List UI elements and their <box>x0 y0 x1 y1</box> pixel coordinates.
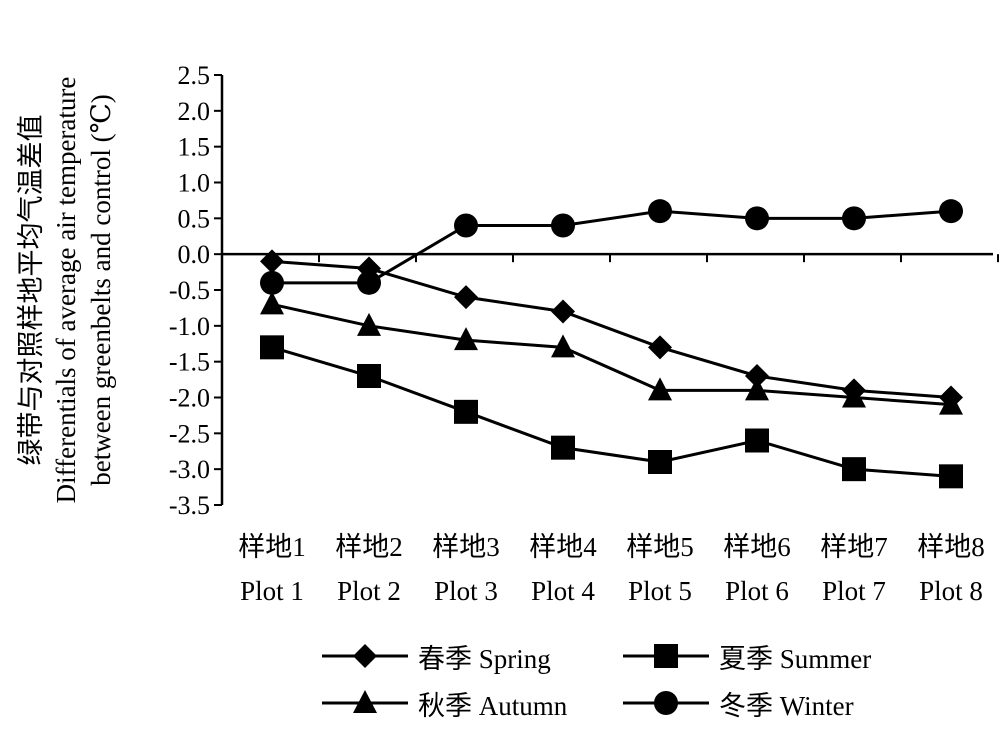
x-category-label-cn: 样地1 <box>238 532 306 562</box>
x-category-label-cn: 样地5 <box>626 532 694 562</box>
y-tick-label: -2.0 <box>169 384 210 413</box>
data-point-circle <box>939 199 963 224</box>
data-point-square <box>648 450 672 474</box>
x-category-label-en: Plot 4 <box>531 576 595 606</box>
y-tick-label: 0.0 <box>178 240 211 269</box>
data-point-triangle <box>745 377 769 401</box>
x-category-label-cn: 样地8 <box>917 532 985 562</box>
data-point-triangle <box>842 384 866 408</box>
data-point-circle <box>551 213 575 238</box>
y-axis-title-en-line2: between greenbelts and control (℃) <box>86 94 116 486</box>
x-category-label-cn: 样地7 <box>820 532 888 562</box>
legend-marker-circle <box>654 691 678 715</box>
x-axis-categories: 样地1 Plot 1 样地2 Plot 2 样地3 Plot 3 样地4 Plot 4 样地5 P… <box>221 254 999 606</box>
data-point-square <box>745 428 769 453</box>
y-tick-label: 1.5 <box>178 133 211 162</box>
data-point-circle <box>454 213 478 238</box>
series-line-triangle <box>271 302 952 407</box>
legend-label: 夏季 Summer <box>719 644 871 674</box>
y-tick-label: -1.0 <box>169 312 210 341</box>
y-tick-label: 2.5 <box>178 61 211 90</box>
x-category-label-en: Plot 5 <box>628 576 692 606</box>
data-point-triangle <box>260 291 284 315</box>
legend-marker-triangle <box>353 690 377 713</box>
data-point-triangle <box>357 312 381 336</box>
legend-label: 秋季 Autumn <box>418 691 568 721</box>
x-category-label-en: Plot 2 <box>337 576 401 606</box>
x-category-label-en: Plot 3 <box>434 576 498 606</box>
x-category-label-cn: 样地4 <box>529 532 597 562</box>
y-tick-label: -3.0 <box>169 455 210 484</box>
y-tick-label: -0.5 <box>169 276 210 305</box>
y-tick-label: -1.5 <box>169 348 210 377</box>
y-tick-label: 0.5 <box>178 204 211 233</box>
x-category-label-en: Plot 8 <box>919 576 983 606</box>
series-line-circle <box>272 209 952 285</box>
x-category-label-en: Plot 6 <box>725 576 789 606</box>
series-group <box>260 199 963 489</box>
y-axis-title: 绿带与对照样地平均气温差值 Differentials of average a… <box>16 77 116 504</box>
y-tick-label: -3.5 <box>169 491 210 520</box>
data-point-circle <box>745 206 769 231</box>
data-point-diamond <box>454 285 478 310</box>
data-point-circle <box>842 206 866 231</box>
data-point-diamond <box>648 335 672 360</box>
data-point-triangle <box>551 334 575 358</box>
data-point-square <box>842 457 866 482</box>
data-point-square <box>260 335 284 360</box>
y-axis-title-cn: 绿带与对照样地平均气温差值 <box>16 115 46 466</box>
x-category-label-en: Plot 1 <box>240 576 304 606</box>
data-point-triangle <box>454 327 478 351</box>
y-tick-label: 1.0 <box>178 169 211 198</box>
data-point-diamond <box>260 249 284 274</box>
y-axis-title-en-line1: Differentials of average air temperature <box>51 77 81 504</box>
legend-marker-diamond <box>353 644 377 668</box>
data-point-square <box>551 435 575 460</box>
axes <box>220 75 993 505</box>
legend-label: 春季 Spring <box>418 644 551 674</box>
legend: 春季 Spring 夏季 Summer 秋季 Autumn 冬季 Winter <box>322 644 871 721</box>
x-category-label-cn: 样地3 <box>432 532 500 562</box>
legend-marker-square <box>654 644 678 668</box>
data-point-diamond <box>745 364 769 388</box>
data-point-square <box>939 464 963 489</box>
data-point-circle <box>357 270 381 295</box>
y-axis-ticks: 2.5 2.0 1.5 1.0 0.5 0.0 -0.5 -1.0 -1.5 -2.0 -2.5 -3… <box>169 61 222 520</box>
data-point-triangle <box>939 391 963 415</box>
data-point-square <box>454 399 478 424</box>
legend-label: 冬季 Winter <box>719 691 854 721</box>
series-line-square <box>271 345 952 478</box>
data-point-square <box>357 364 381 388</box>
data-point-diamond <box>551 299 575 324</box>
y-tick-label: -2.5 <box>169 419 210 448</box>
y-tick-label: 2.0 <box>178 97 211 126</box>
data-point-triangle <box>648 377 672 401</box>
data-point-circle <box>260 270 284 295</box>
data-point-circle <box>648 199 672 224</box>
x-category-label-cn: 样地2 <box>335 532 403 562</box>
x-category-label-cn: 样地6 <box>723 532 791 562</box>
x-category-label-en: Plot 7 <box>822 576 886 606</box>
